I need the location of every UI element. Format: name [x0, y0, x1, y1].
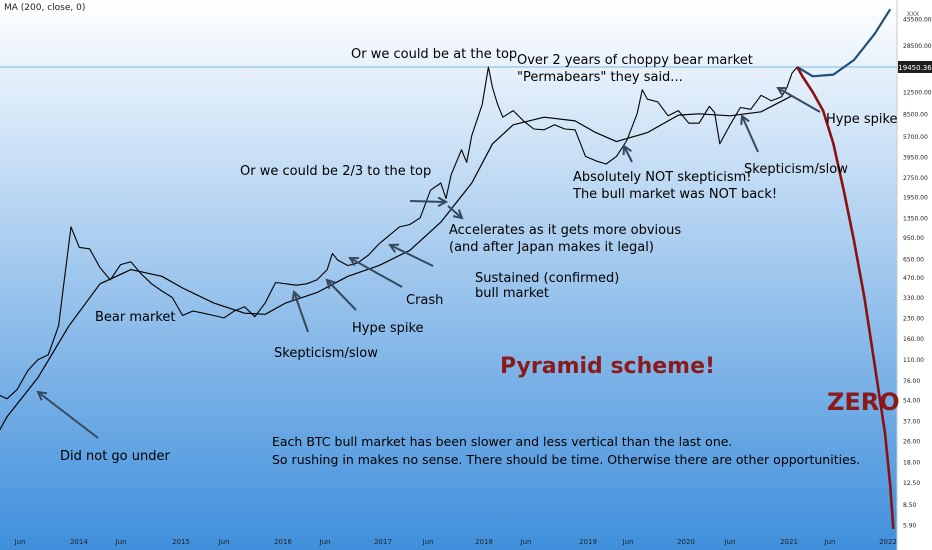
series-line-2	[0, 95, 793, 431]
annotation-arrow	[37, 391, 99, 439]
annotation-text: Skepticism/slow	[744, 162, 848, 177]
annotation-text: Each BTC bull market has been slower and…	[272, 434, 732, 449]
y-tick-label: 650.00	[903, 257, 924, 264]
x-tick-label: 2017	[374, 538, 392, 546]
annotation-text: Did not go under	[60, 449, 170, 464]
indicator-label: MA (200, close, 0)	[4, 3, 86, 13]
y-tick-label: 3950.00	[903, 155, 928, 162]
series-layer	[0, 8, 895, 530]
x-tick-label: 2019	[579, 538, 597, 546]
x-tick-label: 2020	[677, 538, 695, 546]
annotation-text: Pyramid scheme!	[500, 354, 715, 379]
annotation-text: Or we could be at the top	[351, 47, 517, 62]
y-tick-label: 470.00	[903, 275, 924, 282]
series-line-3	[796, 8, 892, 78]
y-tick-label: 230.00	[903, 315, 924, 322]
annotation-text: (and after Japan makes it legal)	[449, 240, 654, 255]
annotation-text: bull market	[475, 286, 549, 301]
x-tick-label: 2015	[172, 538, 190, 546]
y-axis: 45500.00 28500.00 12500.00 8500.00 5700.00 39…	[903, 16, 932, 529]
x-tick-label: 2014	[70, 538, 88, 546]
annotation-arrow	[349, 257, 403, 288]
y-tick-label: 1950.00	[903, 195, 928, 202]
x-tick-label: Jun	[319, 538, 331, 546]
y-tick-label: 160.00	[903, 336, 924, 343]
x-tick-label: Jun	[218, 538, 230, 546]
annotation-text: Accelerates as it gets more obvious	[449, 223, 681, 238]
annotation-text: Hype spike	[352, 321, 424, 336]
annotation-text: Over 2 years of choppy bear market	[517, 53, 753, 68]
annotation-arrow	[326, 279, 357, 311]
annotation-arrowhead	[36, 390, 48, 401]
annotation-arrow	[623, 145, 633, 163]
series-line-4	[796, 66, 895, 530]
x-tick-label: Jun	[622, 538, 634, 546]
annotation-arrowhead	[740, 114, 750, 126]
x-tick-label: Jun	[824, 538, 836, 546]
annotation-arrow	[741, 115, 759, 153]
annotation-text: Or we could be 2/3 to the top	[240, 164, 431, 179]
annotation-text: Hype spike	[826, 112, 898, 127]
x-axis: Jun 2014 Jun 2015 Jun 2016 Jun 2017 Jun 2018 Jun 20…	[14, 538, 897, 546]
price-axis-background	[897, 0, 932, 550]
current-price-badge	[898, 61, 932, 73]
x-tick-label: Jun	[724, 538, 736, 546]
annotation-arrowhead	[291, 290, 302, 302]
x-tick-label: Jun	[14, 538, 26, 546]
y-tick-label: 5700.00	[903, 134, 928, 141]
y-tick-label: 330.00	[903, 295, 924, 302]
annotation-layer: Or we could be at the top Over 2 years of…	[60, 47, 900, 467]
annotation-arrowhead	[776, 86, 788, 97]
annotation-arrows	[36, 86, 821, 439]
annotation-arrowhead	[325, 278, 336, 289]
y-tick-label: 28500.00	[903, 43, 932, 50]
series-line-1	[0, 66, 798, 400]
x-tick-label: 2018	[475, 538, 493, 546]
y-tick-label: 18.00	[903, 459, 920, 466]
y-tick-label: 5.90	[903, 523, 917, 530]
x-tick-label: Jun	[520, 538, 532, 546]
annotation-arrowhead	[437, 196, 449, 207]
y-tick-label: 1350.00	[903, 215, 928, 222]
y-tick-label: 2750.00	[903, 175, 928, 182]
annotation-text: Crash	[406, 293, 443, 308]
annotation-arrow	[389, 244, 434, 267]
y-tick-label: 26.00	[903, 439, 920, 446]
x-tick-label: 2016	[274, 538, 292, 546]
annotation-arrow	[409, 200, 447, 203]
y-tick-label: 8.50	[903, 502, 917, 509]
y-tick-label: 12500.00	[903, 89, 932, 96]
annotation-text: Absolutely NOT skepticism!	[573, 170, 752, 185]
y-tick-label: 110.00	[903, 357, 924, 364]
x-tick-label: Jun	[422, 538, 434, 546]
annotation-arrowhead	[452, 209, 464, 220]
annotation-text: ZERO	[827, 388, 900, 416]
annotation-text: Skepticism/slow	[274, 346, 378, 361]
y-tick-label: 54.00	[903, 397, 920, 404]
annotation-arrowhead	[622, 144, 632, 156]
current-price-label: 19450.36	[898, 64, 932, 72]
annotation-text: So rushing in makes no sense. There shou…	[272, 452, 860, 467]
y-tick-label: 950.00	[903, 235, 924, 242]
annotation-arrow	[447, 205, 463, 219]
annotation-arrowhead	[388, 243, 400, 253]
xxx-label: XXX	[907, 11, 919, 18]
y-tick-label: 76.00	[903, 378, 920, 385]
annotation-text: "Permabears" they said...	[517, 70, 683, 85]
y-tick-label: 8500.00	[903, 111, 928, 118]
annotation-text: The bull market was NOT back!	[572, 187, 777, 202]
x-tick-label: 2022	[879, 538, 897, 546]
x-tick-label: 2021	[780, 538, 798, 546]
annotation-arrow	[777, 87, 821, 113]
annotation-arrow	[293, 291, 309, 333]
annotation-text: Bear market	[95, 310, 176, 325]
y-tick-label: 45500.00	[903, 16, 932, 23]
plot-background	[0, 0, 897, 550]
y-tick-label: 37.00	[903, 419, 920, 426]
y-tick-label: 12.50	[903, 480, 920, 487]
x-tick-label: Jun	[115, 538, 127, 546]
annotation-arrowhead	[348, 256, 360, 267]
annotation-text: Sustained (confirmed)	[475, 271, 619, 286]
